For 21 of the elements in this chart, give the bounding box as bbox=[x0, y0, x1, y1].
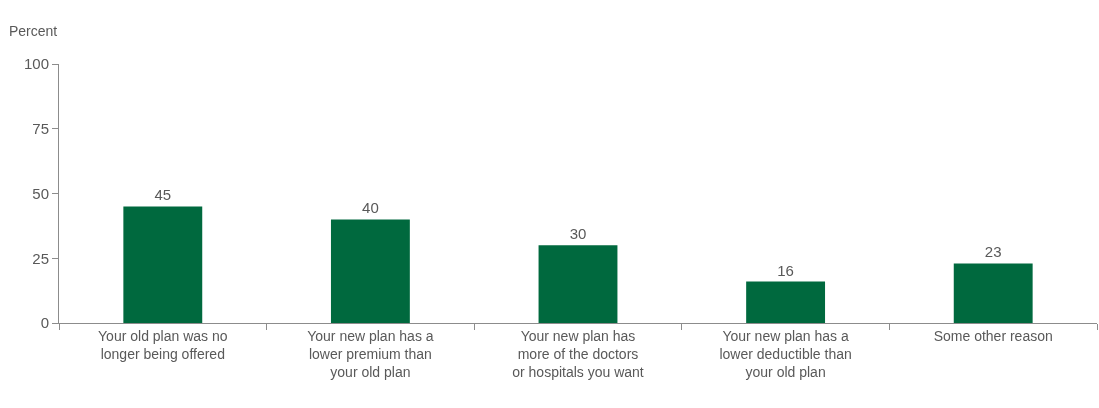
x-tick-label: Your new plan has more of the doctors or hospitals you want bbox=[512, 327, 644, 381]
x-tick-label: Your new plan has a lower premium than your old plan bbox=[307, 327, 434, 381]
y-axis-title: Percent bbox=[9, 23, 58, 39]
data-label: 45 bbox=[154, 186, 172, 204]
y-tick-label: 100 bbox=[23, 55, 49, 73]
data-label: 16 bbox=[777, 261, 794, 279]
bar bbox=[330, 219, 410, 323]
x-tick-label: Your old plan was no longer being offered bbox=[98, 327, 228, 362]
data-label: 30 bbox=[569, 225, 587, 243]
y-tick-label: 75 bbox=[32, 120, 49, 137]
bar bbox=[123, 206, 203, 323]
x-tick-label: Some other reason bbox=[933, 327, 1053, 344]
data-label: 40 bbox=[362, 199, 379, 217]
bar bbox=[746, 281, 826, 323]
y-tick-label: 25 bbox=[32, 249, 49, 267]
bar bbox=[538, 245, 618, 323]
y-tick-label: 0 bbox=[40, 314, 49, 332]
x-tick-label: Your new plan has a lower deductible than your old plan bbox=[719, 327, 852, 381]
y-tick-label: 50 bbox=[32, 184, 49, 202]
bar bbox=[953, 263, 1033, 323]
data-label: 23 bbox=[984, 243, 1002, 261]
